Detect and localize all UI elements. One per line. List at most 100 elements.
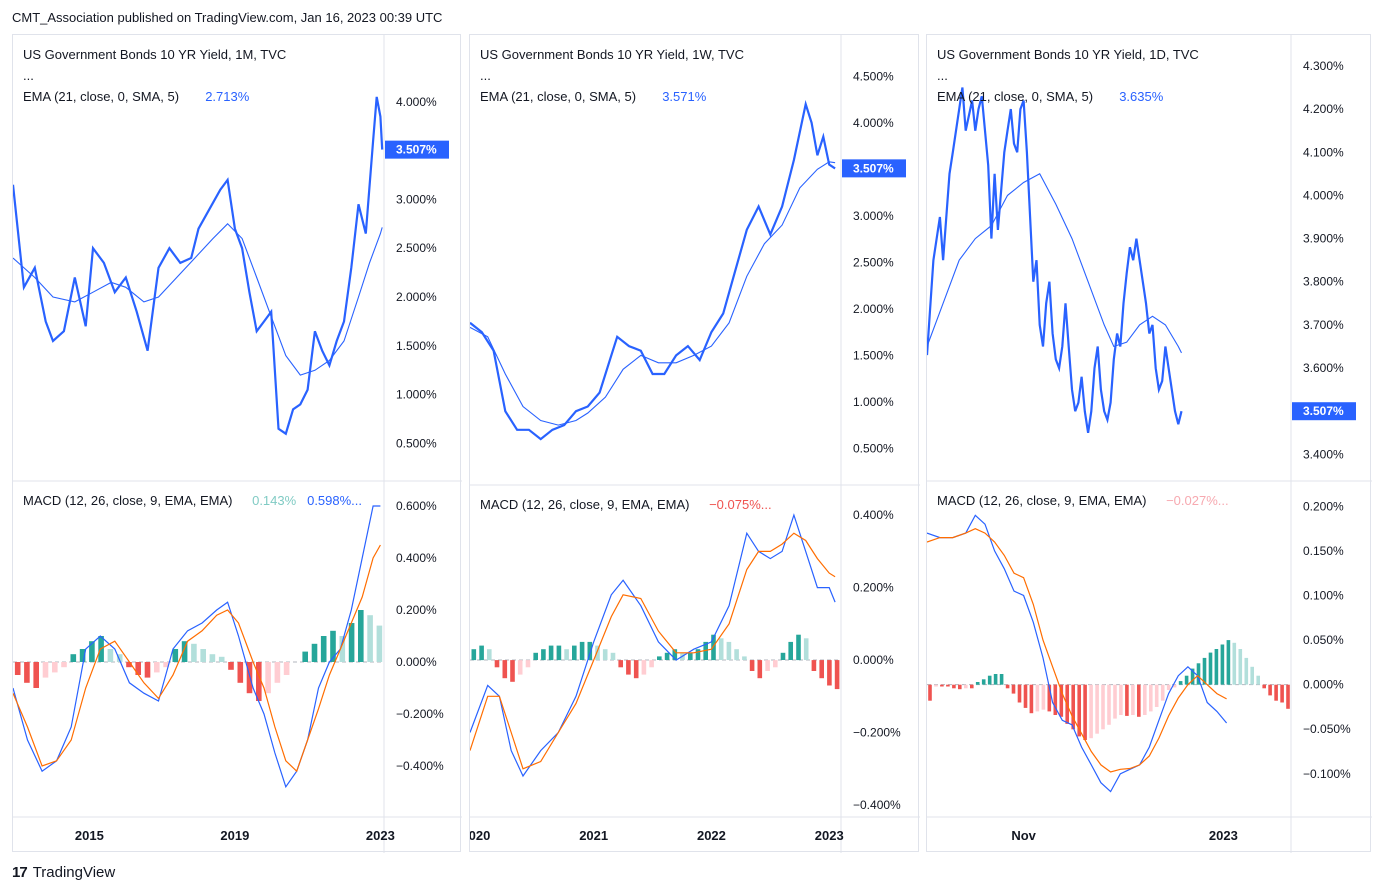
price-axis-tick: 3.800%	[1303, 275, 1344, 289]
chart-title: US Government Bonds 10 YR Yield, 1D, TVC	[937, 47, 1199, 62]
macd-histogram-bar	[626, 660, 631, 675]
price-axis-tick: 0.500%	[396, 436, 437, 450]
macd-histogram-bar	[587, 641, 593, 660]
macd-histogram-bar	[1226, 640, 1231, 685]
ema-legend-label: EMA (21, close, 0, SMA, 5)	[23, 89, 179, 104]
macd-histogram-bar	[510, 660, 515, 682]
macd-axis-tick: −0.400%	[853, 798, 901, 812]
macd-histogram-bar	[1101, 684, 1105, 730]
macd-histogram-bar	[657, 656, 662, 660]
macd-histogram-bar	[749, 660, 755, 671]
macd-axis-tick: 0.200%	[853, 581, 894, 595]
macd-histogram-bar	[541, 649, 546, 661]
macd-axis-tick: 0.600%	[396, 499, 437, 513]
chart-title: US Government Bonds 10 YR Yield, 1M, TVC	[23, 47, 286, 62]
macd-histogram-bar	[256, 662, 262, 701]
macd-histogram-bar	[1178, 681, 1183, 685]
macd-histogram-bar	[1059, 684, 1064, 717]
macd-histogram-bar	[579, 641, 585, 660]
chart-svg-weekly: 4.500%4.000%3.500%3.000%2.500%2.000%1.50…	[470, 35, 920, 853]
macd-histogram-bar	[695, 649, 701, 661]
macd-histogram-bar	[228, 662, 234, 670]
macd-histogram-bar	[718, 638, 724, 660]
price-axis-tick: 1.500%	[853, 348, 894, 362]
price-axis-tick: 1.500%	[396, 339, 437, 353]
ema-legend-value: 3.635%	[1119, 89, 1164, 104]
macd-histogram-bar	[61, 662, 67, 668]
time-axis-tick: 2019	[220, 828, 249, 843]
macd-histogram-bar	[52, 662, 58, 673]
macd-histogram-bar	[172, 649, 179, 662]
macd-histogram-bar	[688, 652, 693, 660]
time-axis-tick: 2023	[366, 828, 395, 843]
macd-histogram-bar	[471, 649, 477, 661]
macd-histogram-bar	[237, 662, 244, 683]
macd-histogram-bar	[265, 662, 271, 694]
macd-histogram-bar	[107, 649, 114, 662]
macd-axis-tick: −0.200%	[396, 707, 444, 721]
macd-histogram-bar	[564, 649, 569, 661]
footer-brand[interactable]: 17 TradingView	[12, 864, 115, 881]
macd-histogram-bar	[757, 660, 763, 679]
last-price-badge	[385, 140, 449, 159]
chart-svg-monthly: 4.000%3.500%3.000%2.500%2.000%1.500%1.00…	[13, 35, 462, 853]
macd-histogram-bar	[479, 645, 484, 661]
ema-series-line	[470, 161, 836, 426]
last-price-badge-label: 3.507%	[396, 143, 437, 157]
chart-title: US Government Bonds 10 YR Yield, 1W, TVC	[480, 47, 744, 62]
macd-histogram-bar	[1262, 684, 1266, 689]
macd-histogram-bar	[24, 662, 30, 683]
price-axis-tick: 3.000%	[853, 209, 894, 223]
time-axis-tick: 2015	[75, 828, 104, 843]
macd-histogram-bar	[1107, 684, 1111, 725]
macd-histogram-bar	[525, 660, 531, 668]
price-series-line	[13, 96, 384, 436]
macd-histogram-bar	[1244, 657, 1249, 685]
macd-histogram-bar	[1274, 684, 1278, 701]
macd-histogram-bar	[1071, 684, 1075, 730]
macd-histogram-bar	[1035, 684, 1040, 712]
macd-histogram-bar	[89, 641, 95, 662]
price-axis-tick: 2.500%	[853, 255, 894, 269]
macd-histogram-bar	[803, 638, 809, 660]
footer-brand-label: TradingView	[32, 864, 116, 881]
macd-axis-tick: 0.000%	[853, 653, 894, 667]
price-axis-tick: 1.000%	[853, 395, 894, 409]
ema-legend-label: EMA (21, close, 0, SMA, 5)	[480, 89, 636, 104]
macd-histogram-bar	[1119, 684, 1123, 715]
macd-histogram-bar	[1280, 684, 1284, 703]
macd-histogram-bar	[765, 660, 770, 671]
macd-histogram-bar	[940, 684, 944, 687]
macd-histogram-bar	[70, 654, 77, 662]
macd-histogram-bar	[14, 662, 21, 675]
macd-histogram-bar	[970, 684, 974, 689]
chart-panel-daily[interactable]: 4.300% 4.200% 4.100% 4.000% 3.900% 3.800% 3.70…	[926, 34, 1372, 853]
macd-histogram-bar	[928, 684, 932, 701]
macd-histogram-bar	[1232, 642, 1237, 685]
time-axis-tick: 2023	[1209, 828, 1238, 843]
last-price-badge	[1292, 402, 1356, 421]
macd-histogram-bar	[1077, 684, 1081, 737]
macd-histogram-bar	[311, 643, 318, 662]
macd-histogram-bar	[517, 660, 523, 675]
macd-histogram-bar	[376, 625, 383, 662]
macd-line	[13, 505, 381, 789]
macd-histogram-bar	[827, 660, 832, 686]
macd-histogram-bar	[320, 636, 327, 662]
price-series-line	[927, 87, 1183, 433]
price-axis-tick: 0.500%	[853, 441, 894, 455]
macd-legend-label: MACD (12, 26, close, 9, EMA, EMA)	[937, 493, 1147, 508]
macd-axis-tick: 0.100%	[1303, 589, 1344, 603]
macd-axis-tick: −0.050%	[1303, 722, 1351, 736]
chart-panel-weekly[interactable]: 4.500%4.000%3.500%3.000%2.500%2.000%1.50…	[469, 34, 920, 853]
price-axis-tick: 3.600%	[1303, 361, 1344, 375]
chart-panel-monthly[interactable]: 4.000%3.500%3.000%2.500%2.000%1.500%1.00…	[12, 34, 462, 853]
price-axis-tick: 3.400%	[1303, 447, 1344, 461]
price-axis-tick: 4.100%	[1303, 145, 1344, 159]
macd-histogram-bar	[1137, 684, 1141, 717]
macd-histogram-bar	[1208, 652, 1213, 685]
macd-histogram-bar	[548, 645, 554, 661]
legend-ellipsis: ...	[480, 68, 491, 83]
macd-histogram-bar	[1160, 684, 1165, 701]
